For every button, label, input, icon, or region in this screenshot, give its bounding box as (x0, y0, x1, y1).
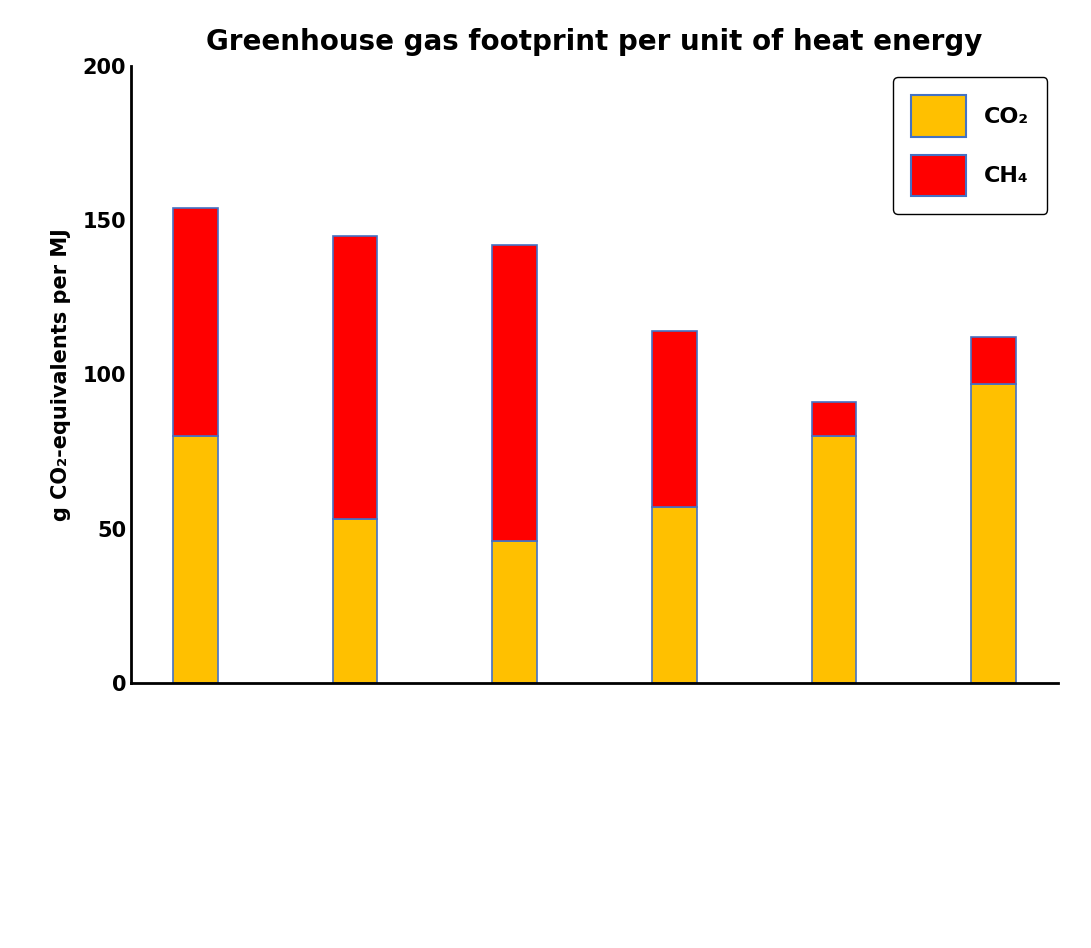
Legend: CO₂, CH₄: CO₂, CH₄ (894, 78, 1047, 214)
Title: Greenhouse gas footprint per unit of heat energy: Greenhouse gas footprint per unit of hea… (206, 27, 983, 56)
Bar (173, 209, 218, 436)
Bar (971, 384, 1016, 683)
Bar (333, 520, 377, 683)
Bar (652, 332, 697, 507)
Bar (492, 540, 537, 683)
Bar (333, 236, 377, 520)
Bar (173, 436, 218, 683)
Bar (812, 402, 856, 436)
Bar (971, 337, 1016, 384)
Bar (652, 507, 697, 683)
Bar (812, 436, 856, 683)
Bar (492, 245, 537, 540)
Y-axis label: g CO₂-equivalents per MJ: g CO₂-equivalents per MJ (51, 228, 71, 520)
